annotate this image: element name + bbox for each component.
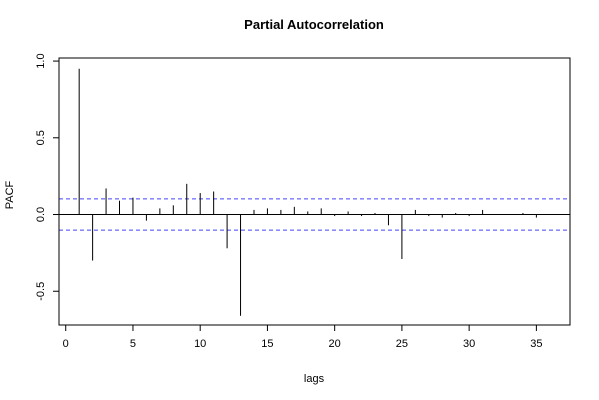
y-tick-label: 0.0 <box>35 207 47 222</box>
x-tick-label: 10 <box>194 338 206 350</box>
x-tick-label: 5 <box>130 338 136 350</box>
plot-frame <box>58 57 571 326</box>
y-axis: -0.5 0.0 0.5 1.0 <box>35 53 60 301</box>
y-tick-label: -0.5 <box>35 282 47 301</box>
confidence-bands <box>59 198 570 231</box>
y-tick-label: 0.5 <box>35 130 47 145</box>
x-axis-label: lags <box>304 373 325 385</box>
pacf-spikes <box>78 68 537 316</box>
x-tick-label: 15 <box>261 338 273 350</box>
y-tick-label: 1.0 <box>35 53 47 68</box>
y-axis-label: PACF <box>4 180 16 209</box>
chart-title: Partial Autocorrelation <box>244 17 384 32</box>
x-tick-label: 35 <box>530 338 542 350</box>
x-tick-label: 25 <box>396 338 408 350</box>
x-tick-label: 20 <box>329 338 341 350</box>
x-axis: 0 5 10 15 20 25 30 35 <box>63 324 543 350</box>
x-tick-label: 30 <box>463 338 475 350</box>
x-tick-label: 0 <box>63 338 69 350</box>
